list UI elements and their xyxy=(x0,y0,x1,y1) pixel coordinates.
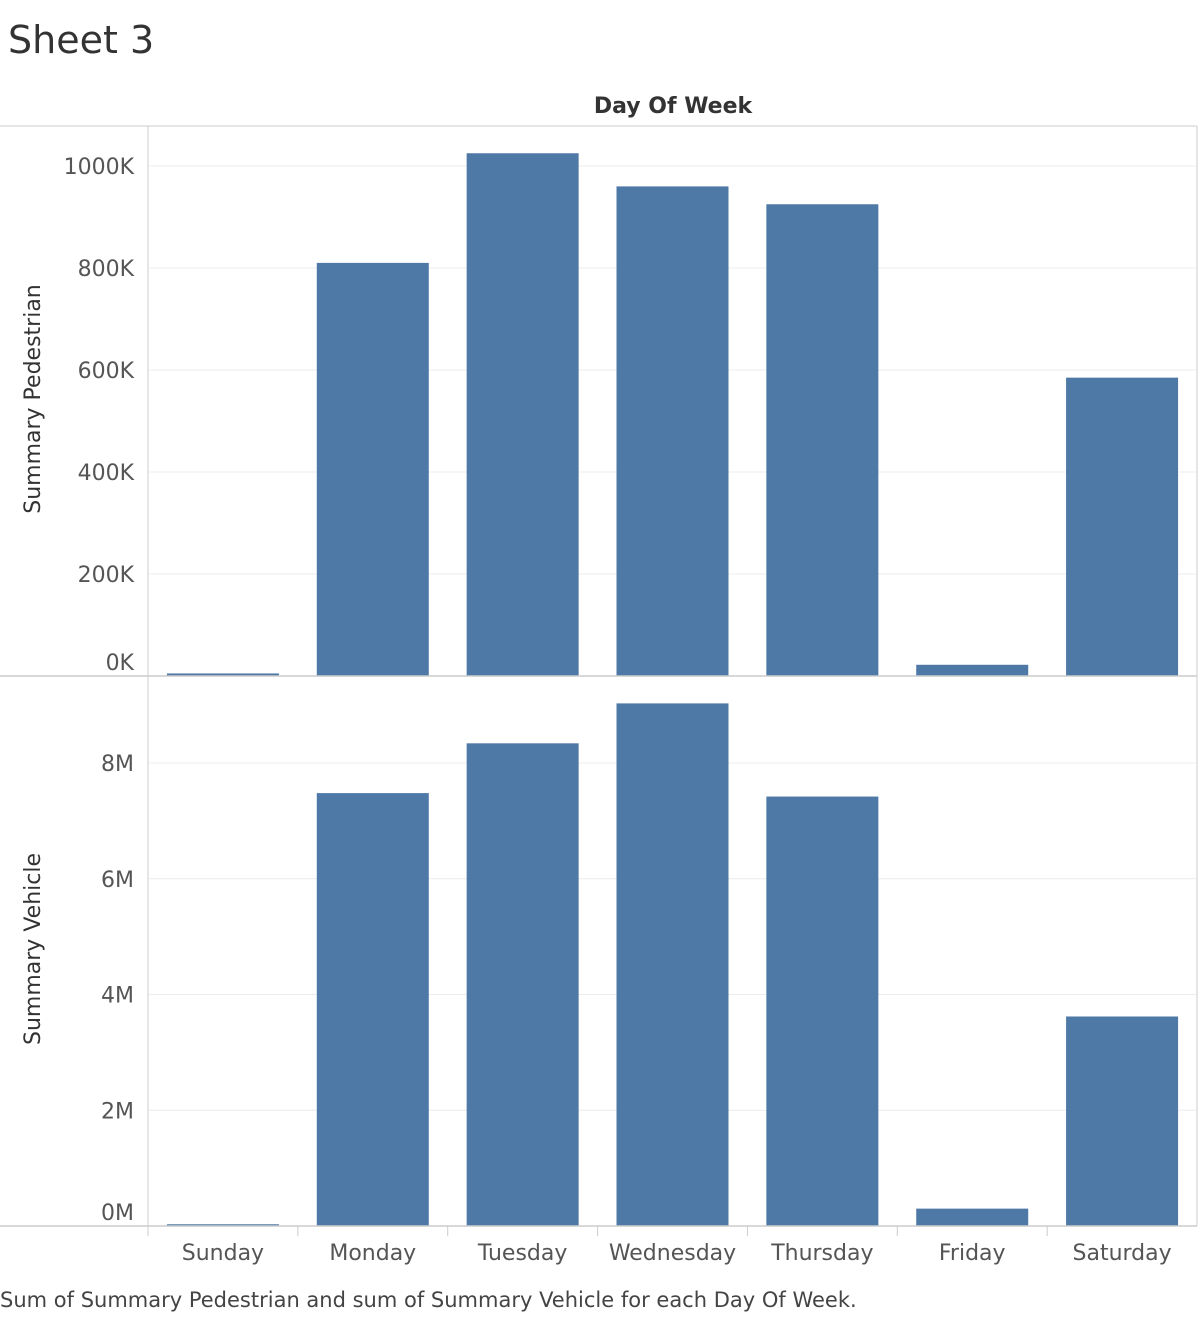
y-axis-title: Summary Vehicle xyxy=(21,853,46,1045)
y-axis-title: Summary Pedestrian xyxy=(21,284,46,514)
bar-saturday xyxy=(1066,1016,1179,1226)
bar-friday xyxy=(916,664,1029,676)
bar-saturday xyxy=(1066,377,1179,676)
x-tick-label: Thursday xyxy=(770,1241,873,1266)
x-tick-label: Saturday xyxy=(1073,1241,1172,1266)
y-tick-label: 4M xyxy=(101,984,134,1009)
bar-friday xyxy=(916,1208,1029,1226)
y-tick-label: 0K xyxy=(106,651,135,676)
y-tick-label: 8M xyxy=(101,752,134,777)
bar-sunday xyxy=(166,1224,279,1226)
bar-tuesday xyxy=(466,153,579,676)
y-tick-label: 2M xyxy=(101,1099,134,1124)
bar-monday xyxy=(316,262,429,676)
y-tick-label: 1000K xyxy=(64,155,135,180)
y-tick-label: 600K xyxy=(78,359,135,384)
bar-tuesday xyxy=(466,743,579,1226)
bar-sunday xyxy=(166,673,279,676)
bar-wednesday xyxy=(616,703,729,1226)
column-header: Day Of Week xyxy=(593,94,753,119)
y-tick-label: 6M xyxy=(101,868,134,893)
x-tick-label: Sunday xyxy=(182,1241,264,1266)
bar-thursday xyxy=(766,796,879,1226)
y-tick-label: 800K xyxy=(78,257,135,282)
y-tick-label: 0M xyxy=(101,1201,134,1226)
x-tick-label: Wednesday xyxy=(609,1241,736,1266)
y-tick-label: 400K xyxy=(78,461,135,486)
x-tick-label: Monday xyxy=(329,1241,416,1266)
bar-monday xyxy=(316,793,429,1226)
bar-thursday xyxy=(766,204,879,676)
bar-wednesday xyxy=(616,186,729,676)
x-tick-label: Tuesday xyxy=(477,1241,568,1266)
y-tick-label: 200K xyxy=(78,563,135,588)
sheet-title: Sheet 3 xyxy=(8,18,155,62)
x-tick-label: Friday xyxy=(939,1241,1006,1266)
chart-caption: Sum of Summary Pedestrian and sum of Sum… xyxy=(0,1288,857,1312)
